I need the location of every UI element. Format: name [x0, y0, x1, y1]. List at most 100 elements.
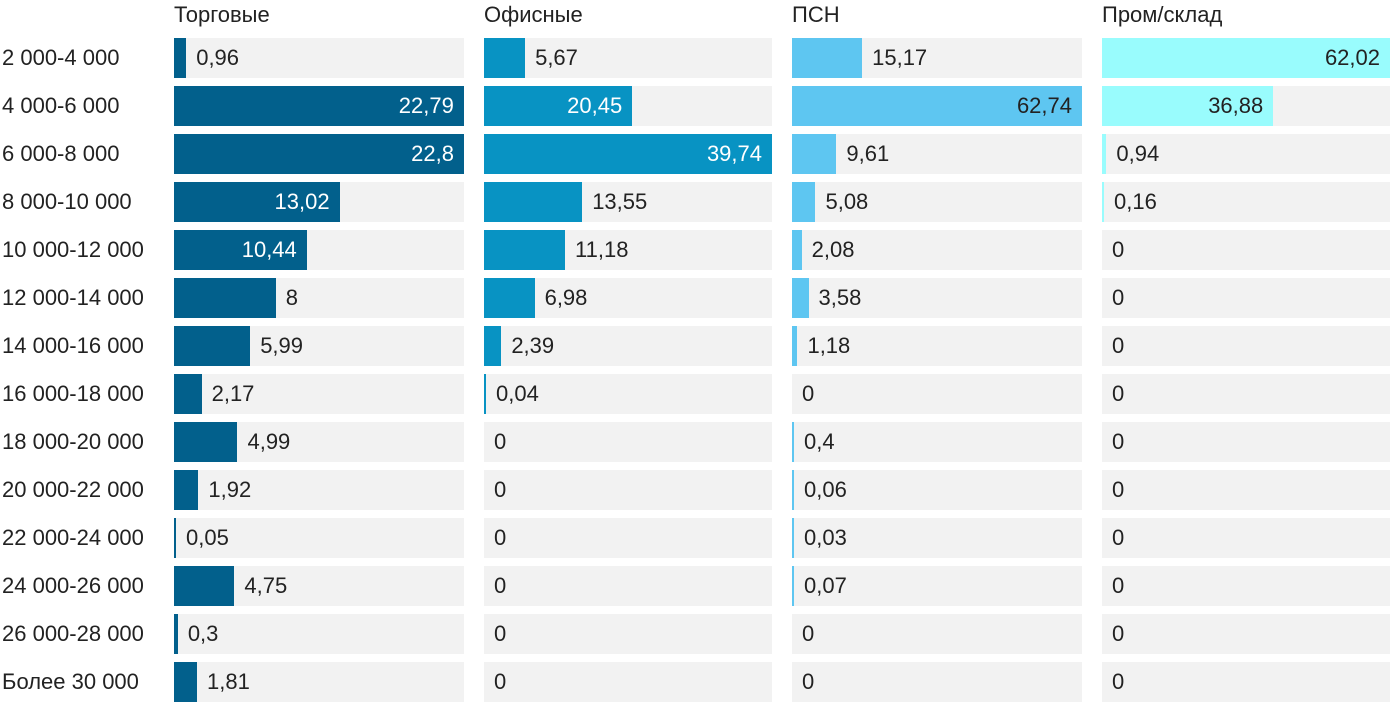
bar-track: [1102, 566, 1390, 606]
bar-track: [1102, 422, 1390, 462]
bar: [484, 182, 583, 222]
data-label: 0,05: [186, 525, 229, 550]
bar: [174, 134, 464, 174]
bar-track: [174, 518, 464, 558]
bar: [792, 518, 794, 558]
bar: [174, 38, 187, 78]
bar-track: [792, 374, 1082, 414]
data-label: 0,4: [804, 429, 835, 454]
data-label: 0: [1112, 285, 1125, 310]
data-label: 0: [802, 381, 815, 406]
data-label: 62,02: [1324, 45, 1380, 70]
bar: [792, 566, 794, 606]
bar-track: [792, 182, 1082, 222]
bar-track: [792, 422, 1082, 462]
data-label: 5,67: [535, 45, 578, 70]
data-label: 8: [285, 285, 298, 310]
data-label: 2,17: [211, 381, 255, 406]
bar: [174, 230, 307, 270]
bar-track: [484, 38, 772, 78]
data-label: 0: [1112, 525, 1125, 550]
bar: [1102, 38, 1390, 78]
bar-track: [1102, 134, 1390, 174]
data-label: 0,07: [804, 573, 847, 598]
bar: [174, 518, 176, 558]
bar-track: [1102, 326, 1390, 366]
bar: [174, 614, 178, 654]
data-label: 0: [1112, 573, 1125, 598]
data-label: 9,61: [846, 141, 890, 166]
data-label: 0,04: [496, 381, 539, 406]
bar-track: [1102, 182, 1390, 222]
data-label: 1,92: [208, 477, 252, 502]
data-label: 0: [1112, 237, 1125, 262]
row-label: 12 000-14 000: [2, 285, 144, 310]
bar: [174, 662, 198, 702]
data-label: 4,99: [247, 429, 291, 454]
bar-track: [174, 470, 464, 510]
data-label: 0: [494, 573, 507, 598]
row-label: 22 000-24 000: [2, 525, 144, 550]
row-label: 24 000-26 000: [2, 573, 144, 598]
data-label: 0,96: [196, 45, 240, 70]
data-label: 0,94: [1116, 141, 1160, 166]
data-label: 0: [1112, 429, 1125, 454]
bar: [792, 86, 1082, 126]
bar-track: [1102, 518, 1390, 558]
bar-track: [792, 518, 1082, 558]
bar-track: [174, 38, 464, 78]
bar: [174, 566, 235, 606]
data-label: 22,8: [411, 141, 454, 166]
bar: [174, 182, 340, 222]
row-label: 18 000-20 000: [2, 429, 144, 454]
bar-track: [484, 470, 772, 510]
data-label: 22,79: [398, 93, 454, 118]
bar: [174, 86, 464, 126]
bar-track: [484, 374, 772, 414]
bar-track: [792, 278, 1082, 318]
data-label: 39,74: [706, 141, 762, 166]
data-label: 3,58: [818, 285, 862, 310]
data-label: 5,99: [260, 333, 304, 358]
row-label: 20 000-22 000: [2, 477, 144, 502]
data-label: 1,81: [207, 669, 250, 694]
data-label: 13,55: [592, 189, 648, 214]
bar: [792, 38, 863, 78]
data-label: 0: [1112, 381, 1125, 406]
bar: [174, 326, 251, 366]
bar: [484, 326, 502, 366]
bar: [1102, 134, 1107, 174]
bar-track: [1102, 278, 1390, 318]
bar-track: [792, 614, 1082, 654]
data-label: 0: [1112, 333, 1125, 358]
row-label: Более 30 000: [2, 669, 139, 694]
data-label: 0: [494, 525, 507, 550]
bar-track: [174, 374, 464, 414]
bar: [792, 326, 798, 366]
bar: [484, 134, 772, 174]
data-label: 0,3: [187, 621, 219, 646]
bar: [792, 422, 794, 462]
column-title: Торговые: [174, 2, 270, 27]
data-label: 62,74: [1016, 93, 1072, 118]
data-label: 0: [494, 621, 507, 646]
data-label: 1,18: [807, 333, 851, 358]
data-label: 2,39: [511, 333, 555, 358]
bar-track: [792, 470, 1082, 510]
column-title: Офисные: [484, 2, 583, 27]
bar: [484, 374, 486, 414]
bar-track: [484, 518, 772, 558]
data-label: 13,02: [274, 189, 330, 214]
bar: [484, 230, 566, 270]
data-label: 0: [494, 477, 507, 502]
row-label: 6 000-8 000: [2, 141, 120, 166]
column-title: ПСН: [792, 2, 840, 27]
bar: [174, 374, 202, 414]
data-label: 0: [494, 669, 507, 694]
bar-track: [484, 662, 772, 702]
row-label: 4 000-6 000: [2, 93, 120, 118]
data-label: 0: [802, 621, 815, 646]
bar: [792, 182, 816, 222]
data-label: 0,03: [804, 525, 847, 550]
data-label: 4,75: [244, 573, 288, 598]
